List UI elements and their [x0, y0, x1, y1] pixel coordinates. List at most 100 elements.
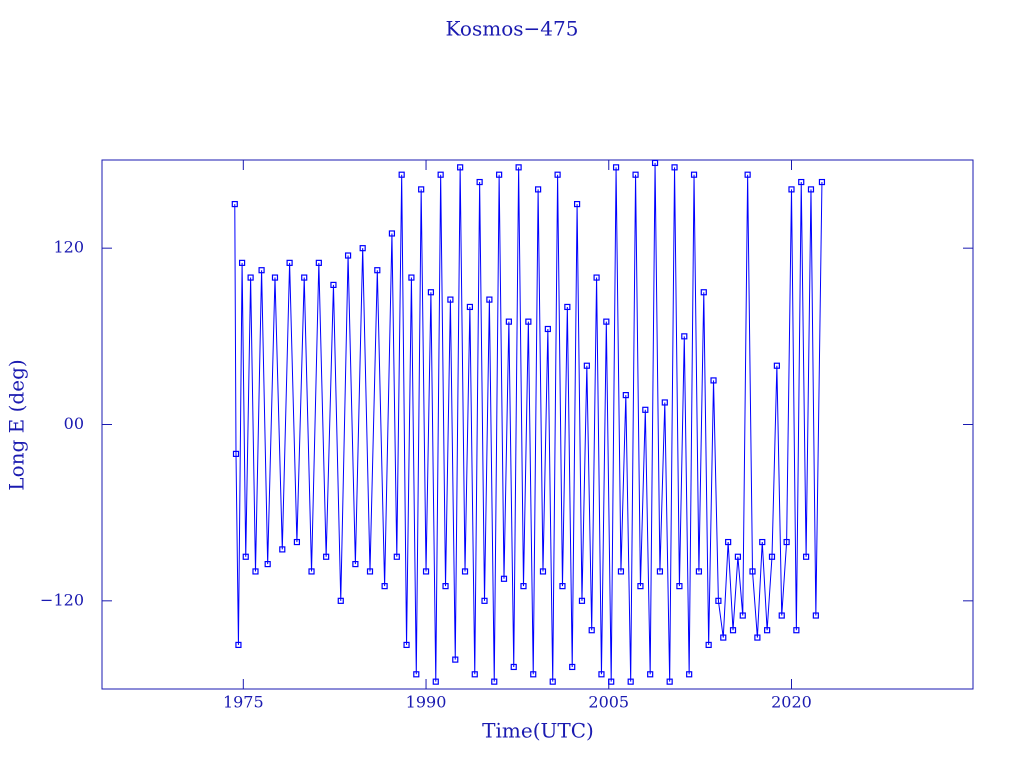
data-point: [681, 333, 688, 340]
data-point: [593, 274, 600, 281]
data-point: [352, 560, 359, 568]
data-point: [232, 450, 240, 457]
data-point: [705, 641, 712, 649]
data-point: [242, 553, 249, 560]
data-point: [666, 678, 673, 685]
data-point: [773, 362, 780, 369]
data-point: [647, 671, 654, 678]
x-tick-label: 2020: [771, 693, 812, 712]
data-point: [642, 406, 649, 413]
data-point: [461, 568, 469, 575]
data-point: [500, 575, 508, 582]
data-point: [235, 641, 242, 649]
data-point: [315, 259, 322, 266]
data-point: [788, 186, 795, 193]
data-point: [505, 318, 512, 325]
data-point: [437, 171, 444, 178]
data-point: [656, 568, 664, 575]
data-point: [323, 553, 330, 560]
data-point: [427, 289, 435, 296]
data-point: [627, 678, 634, 685]
data-point: [807, 186, 815, 193]
data-point: [496, 171, 503, 178]
data-point: [535, 186, 542, 193]
data-point: [481, 597, 488, 604]
data-point: [749, 568, 756, 575]
data-point: [573, 200, 581, 208]
data-point: [803, 553, 810, 560]
data-point: [729, 627, 737, 634]
data-point: [671, 164, 678, 171]
data-point: [442, 583, 449, 590]
data-point: [686, 671, 693, 678]
data-point: [759, 538, 766, 546]
data-point: [544, 325, 551, 333]
y-axis-label: Long E (deg): [5, 359, 29, 490]
data-point: [466, 303, 473, 311]
data-point: [447, 296, 454, 303]
data-point: [578, 597, 586, 604]
data-point: [264, 560, 271, 568]
y-tick-label: 00: [64, 414, 84, 433]
data-point: [491, 678, 498, 685]
data-point: [452, 656, 459, 663]
data-point: [768, 553, 776, 560]
y-tick-label: 120: [53, 238, 84, 257]
data-point: [720, 634, 727, 641]
data-point: [510, 663, 517, 671]
data-point: [231, 200, 238, 208]
data-point: [783, 538, 790, 546]
data-point: [818, 178, 826, 186]
data-point: [754, 634, 761, 641]
data-point: [569, 663, 576, 671]
data-point: [515, 164, 522, 171]
data-point: [539, 568, 547, 575]
data-point: [608, 678, 615, 685]
data-point: [622, 392, 629, 399]
data-point: [588, 627, 595, 634]
data-point: [798, 178, 805, 186]
data-point: [301, 274, 308, 281]
data-point: [344, 252, 352, 259]
data-point: [564, 303, 571, 311]
data-point: [418, 186, 425, 193]
data-point: [247, 274, 254, 281]
data-point: [374, 267, 381, 274]
data-point: [793, 627, 800, 634]
data-point: [764, 627, 771, 634]
data-point: [413, 671, 420, 678]
data-point: [632, 171, 639, 178]
data-point: [637, 583, 644, 590]
data-point: [330, 281, 337, 289]
data-point: [812, 612, 819, 619]
data-point: [661, 399, 668, 406]
data-point: [710, 377, 717, 384]
data-point: [559, 583, 566, 590]
data-point: [457, 164, 464, 171]
data-point: [695, 568, 703, 575]
data-point: [403, 641, 410, 649]
data-point: [525, 318, 532, 325]
data-point: [471, 671, 478, 678]
chart-title: Kosmos−475: [446, 17, 579, 41]
data-point: [690, 171, 698, 178]
data-point: [286, 259, 293, 266]
y-tick-label: −120: [40, 590, 84, 609]
x-tick-label: 2005: [588, 693, 629, 712]
data-point: [486, 296, 493, 303]
data-point: [359, 245, 366, 252]
data-point: [549, 678, 556, 685]
data-point: [739, 612, 746, 619]
data-point: [398, 171, 405, 178]
data-point: [744, 171, 751, 178]
data-point: [612, 164, 620, 171]
data-point: [366, 568, 374, 575]
data-point: [778, 612, 785, 619]
data-point: [308, 568, 315, 575]
data-point: [381, 583, 388, 590]
data-point: [293, 538, 301, 546]
data-point: [530, 671, 537, 678]
data-point: [408, 274, 415, 281]
